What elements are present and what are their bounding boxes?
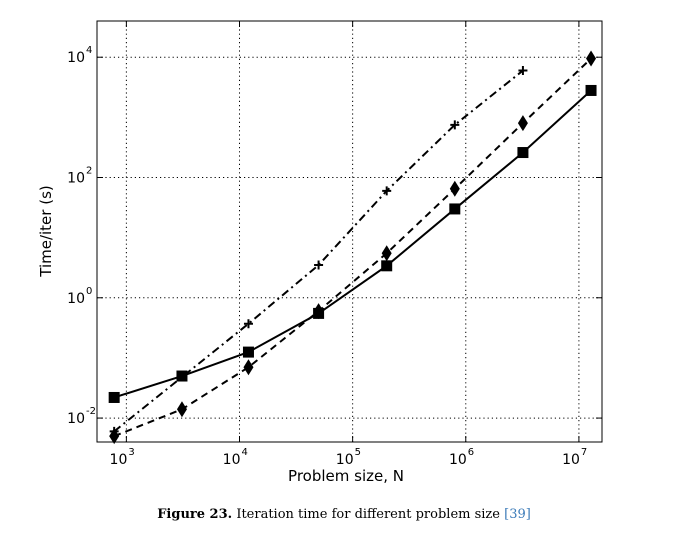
plus-marker — [518, 66, 528, 76]
y-tick-base: 10 — [67, 50, 85, 66]
diamond-marker — [381, 245, 392, 262]
series-line-diamond — [113, 57, 592, 438]
y-tick-label: 10 -2 — [67, 406, 96, 427]
plus-marker — [109, 426, 119, 436]
series-line-square — [113, 89, 592, 399]
y-tick-base: 10 — [67, 291, 85, 307]
caption-text: Iteration time for different problem siz… — [236, 507, 500, 522]
y-tick-base: 10 — [67, 411, 85, 427]
diamond-marker — [449, 180, 460, 197]
diamond-marker — [586, 50, 597, 67]
x-tick-base: 10 — [336, 452, 354, 468]
figure-caption: Figure 23. Iteration time for different … — [0, 507, 688, 522]
grid — [97, 21, 602, 442]
square-marker — [585, 84, 597, 96]
plot-frame — [96, 20, 603, 443]
square-marker — [242, 346, 254, 358]
y-tick-exponent: -2 — [86, 406, 96, 417]
y-tick-label: 10 2 — [67, 165, 92, 186]
diamond-marker — [313, 303, 324, 320]
y-tick-label: 10 0 — [67, 286, 92, 307]
square-marker — [517, 147, 529, 159]
y-axis-label: Time/iter (s) — [37, 185, 55, 278]
x-tick-base: 10 — [110, 452, 128, 468]
plus-marker — [450, 120, 460, 130]
x-tick-label: 10 3 — [110, 447, 135, 468]
x-tick-labels: 10 3 10 4 10 5 10 6 10 7 — [110, 447, 588, 468]
diamond-marker — [176, 401, 187, 418]
y-tick-exponent: 0 — [86, 286, 92, 297]
square-marker — [449, 203, 461, 215]
y-tick-base: 10 — [67, 170, 85, 186]
plus-marker — [243, 319, 253, 329]
series-group — [108, 50, 597, 445]
y-tick-label: 10 4 — [67, 45, 92, 66]
x-tick-label: 10 4 — [223, 447, 248, 468]
diamond-marker — [517, 115, 528, 132]
caption-reference-link[interactable]: [39] — [504, 507, 531, 522]
x-tick-exponent: 4 — [242, 447, 248, 458]
tick-group — [97, 21, 602, 442]
square-marker — [176, 370, 188, 382]
square-marker — [108, 391, 120, 403]
x-tick-base: 10 — [223, 452, 241, 468]
y-tick-exponent: 4 — [86, 45, 92, 56]
x-tick-exponent: 7 — [581, 447, 587, 458]
x-axis-label: Problem size, N — [288, 467, 404, 485]
square-marker — [381, 260, 393, 272]
y-tick-exponent: 2 — [86, 165, 92, 176]
caption-label: Figure 23. — [157, 507, 233, 522]
x-tick-exponent: 3 — [128, 447, 134, 458]
x-tick-exponent: 5 — [355, 447, 361, 458]
x-tick-label: 10 6 — [449, 447, 474, 468]
plus-marker — [314, 260, 324, 270]
x-tick-base: 10 — [449, 452, 467, 468]
x-tick-label: 10 5 — [336, 447, 361, 468]
series-line-plus — [113, 69, 524, 433]
x-tick-exponent: 6 — [468, 447, 474, 458]
x-tick-label: 10 7 — [562, 447, 587, 468]
plus-marker — [382, 186, 392, 196]
diamond-marker — [243, 359, 254, 376]
x-tick-base: 10 — [562, 452, 580, 468]
